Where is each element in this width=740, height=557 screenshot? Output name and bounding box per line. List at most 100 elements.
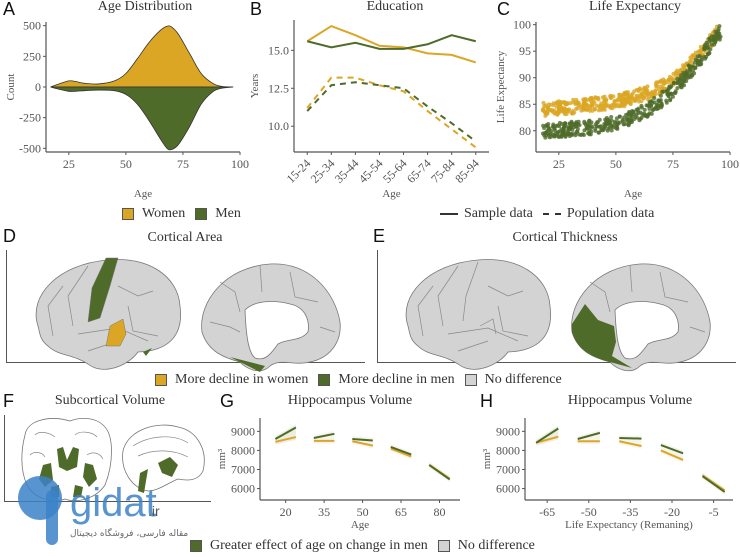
scatter-point — [635, 115, 640, 120]
scatter-point — [563, 134, 568, 139]
scatter-point — [541, 100, 546, 105]
men-trend-segment — [535, 427, 559, 444]
scatter-point — [693, 65, 698, 70]
scatter-point — [658, 93, 663, 98]
legend-men-label: Men — [215, 206, 241, 221]
y-tick-label: 8000 — [231, 443, 255, 457]
hippocampus-life-expectancy-chart: 6000 7000 8000 9000 -65 -50 -35 -20 -5 Life Expec… — [481, 418, 733, 531]
scatter-point — [717, 24, 722, 29]
y-tick-label: -250 — [19, 111, 41, 125]
x-tick-label: -5 — [709, 505, 719, 519]
x-tick-label: 50 — [357, 505, 369, 519]
scatter-point — [660, 89, 665, 94]
scatter-point — [567, 134, 572, 139]
x-tick-label: 100 — [231, 157, 249, 171]
sagittal-subcortical-region — [158, 457, 178, 477]
scatter-point — [702, 47, 707, 52]
scatter-point — [622, 101, 627, 106]
data-source-legend: Sample data Population data — [440, 206, 664, 222]
scatter-point — [669, 91, 674, 96]
y-tick-label: 9000 — [496, 424, 520, 438]
women-trend-segment — [390, 447, 412, 458]
cortical-thickness-brains — [405, 259, 711, 372]
panel-d-title: Cortical Area — [147, 230, 223, 245]
scatter-point — [587, 118, 592, 123]
y-tick-label: 6000 — [496, 482, 520, 496]
scatter-point — [597, 104, 602, 109]
gidat-watermark: gidat .ir مقاله فارسی، فروشگاه دیجیتال — [18, 476, 188, 545]
scatter-point — [668, 85, 673, 90]
legend-sample-label: Sample data — [464, 206, 533, 221]
men-trend-segment — [352, 437, 373, 442]
women-dashed-education-line — [306, 76, 477, 149]
legend-item-population: Population data — [542, 206, 654, 222]
panel-letter-f: F — [3, 391, 14, 411]
x-tick-label: 75 — [177, 157, 189, 171]
scatter-point — [608, 96, 613, 101]
scatter-point — [554, 100, 559, 105]
legend-item-greater-effect-men: Greater effect of age on change in men — [190, 538, 428, 554]
watermark-brand: gidat — [70, 481, 157, 525]
scatter-point — [649, 99, 654, 104]
scatter-point — [667, 77, 672, 82]
legend-item-no-difference: No difference — [464, 372, 562, 388]
y-axis-label: Life Expectancy — [495, 50, 507, 123]
scatter-point — [611, 102, 616, 107]
y-axis-label: mm³ — [481, 448, 493, 469]
scatter-point — [708, 37, 713, 42]
scatter-point — [705, 43, 710, 48]
scatter-point — [565, 101, 570, 106]
x-axis-label: Age — [134, 188, 152, 200]
x-tick-label: 50 — [120, 157, 132, 171]
scatter-point — [711, 34, 716, 39]
legend-more-decline-women-label: More decline in women — [175, 372, 309, 387]
men-swatch — [195, 208, 208, 220]
scatter-point — [551, 101, 556, 106]
x-tick-label: 25 — [63, 157, 75, 171]
panel-letter-g: G — [220, 391, 235, 411]
y-tick-label: 0 — [35, 80, 41, 94]
panel-letter-d: D — [3, 226, 16, 246]
education-chart: 10.0 12.5 15.0 15-2425-3435-4445-5455-6465-… — [249, 20, 489, 200]
panel-c-title: Life Expectancy — [588, 0, 682, 14]
scatter-point — [626, 122, 631, 127]
scatter-point — [606, 118, 611, 123]
women-trend-segment — [660, 449, 684, 461]
women-trend-segment — [535, 435, 559, 444]
y-tick-label: 95 — [519, 44, 531, 58]
scatter-point — [597, 117, 602, 122]
scatter-point — [634, 93, 639, 98]
scatter-point — [599, 101, 604, 106]
scatter-point — [664, 98, 669, 103]
legend-item-sample: Sample data — [440, 206, 533, 222]
x-axis-label: Age — [351, 519, 369, 531]
lateral-brain-d — [35, 257, 182, 370]
panel-g-title: Hippocampus Volume — [287, 393, 413, 408]
y-tick-label: 250 — [23, 49, 41, 63]
panel-letter-h: H — [480, 391, 493, 411]
scatter-point — [677, 69, 682, 74]
scatter-point — [682, 64, 687, 69]
scatter-point — [625, 117, 630, 122]
men-trend-segment — [428, 464, 451, 481]
scatter-point — [675, 80, 680, 85]
scatter-point — [569, 120, 574, 125]
scatter-point — [601, 128, 606, 133]
scatter-point — [544, 133, 549, 138]
scatter-point — [585, 107, 590, 112]
greater-effect-men-swatch — [190, 540, 202, 552]
x-tick-label: 25-34 — [308, 156, 338, 186]
medial-region-men — [230, 357, 265, 372]
y-tick-label: 7000 — [231, 462, 255, 476]
scatter-point — [578, 132, 583, 137]
scatter-point — [715, 30, 720, 35]
sagittal-slice — [122, 424, 205, 493]
panel-f-title: Subcortical Volume — [54, 393, 166, 408]
scatter-point — [681, 74, 686, 79]
scatter-point — [557, 120, 562, 125]
scatter-point — [570, 127, 575, 132]
scatter-point — [649, 111, 654, 116]
scatter-point — [540, 131, 545, 136]
scatter-point — [640, 112, 645, 117]
legend-more-decline-men-label: More decline in men — [338, 372, 455, 387]
